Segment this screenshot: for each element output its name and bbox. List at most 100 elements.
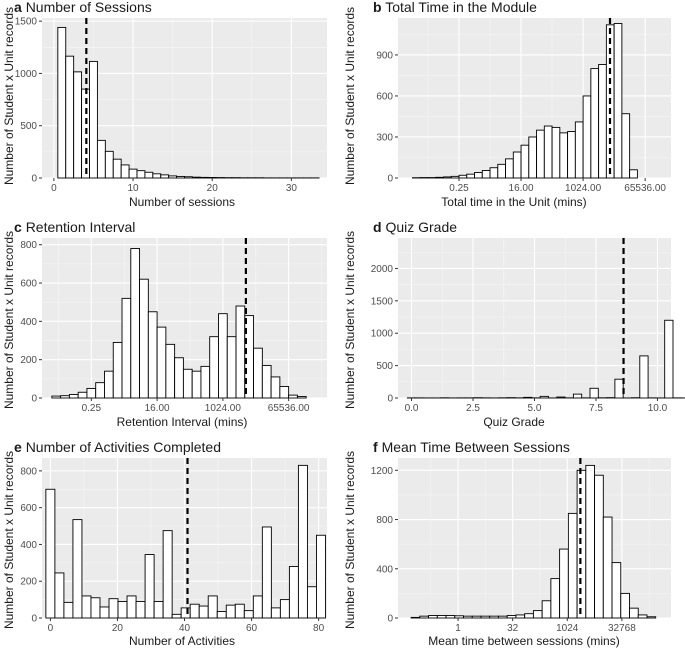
panel-d-xtick-label: 0.0 [405, 403, 419, 414]
panel-f-bar [436, 615, 447, 619]
panel-e-bar [261, 526, 272, 619]
panel-f-bar [611, 562, 622, 619]
panel-a-bar [73, 71, 83, 179]
panel-b-bar [574, 121, 584, 179]
panel-d-ytick-label: 500 [376, 361, 393, 372]
panel-f-plot-background [398, 458, 671, 618]
panel-f-bar [646, 616, 657, 619]
panel-f-bar [532, 610, 543, 619]
panel-d-bar [556, 396, 566, 399]
panel-f-bar [463, 615, 473, 619]
panel-b-xtick-label: 1024.00 [565, 183, 602, 194]
panel-a-bar [207, 177, 217, 179]
panel-a-bar [112, 158, 122, 179]
panel-c-ytick-label: 800 [20, 240, 37, 251]
panel-c-bar [95, 382, 105, 399]
panel-c-xtick-label: 16.00 [145, 403, 170, 414]
panel-f-bar [498, 615, 508, 619]
panel-e-bar [180, 607, 191, 619]
panel-a-bar [96, 139, 106, 179]
panel-e-bar [306, 586, 317, 619]
panel-f-bar [515, 614, 526, 619]
panel-f-bar [567, 512, 578, 619]
panel-e-bar [243, 610, 254, 619]
panel-e-bar [72, 519, 83, 619]
panel-f-bar [585, 464, 596, 619]
panel-b-bar [505, 158, 514, 179]
panel-b-bar [497, 163, 506, 179]
panel-d-xtick-label: 5.0 [528, 403, 542, 414]
panel-c-xlabel: Retention Interval (mins) [117, 415, 248, 429]
panel-d-ytick-label: 2000 [371, 264, 394, 275]
panel-e-title: Number of Activities Completed [26, 439, 221, 455]
panel-b-xtick-label: 65536.00 [624, 183, 666, 194]
panel-c-bar [288, 394, 298, 399]
panel-b-ticks: 0.25 16.00 1024.00 65536.00 0 300 600 900 [376, 50, 666, 194]
panel-b-bar [458, 174, 468, 179]
panel-b-bar [621, 113, 631, 179]
panel-b-bar [489, 167, 499, 179]
panel-e-bar [207, 595, 218, 619]
panel-b-bar [450, 175, 460, 179]
panel-e-bar [270, 607, 281, 619]
panel-c-bars [51, 248, 307, 399]
panel-c-bar [174, 357, 184, 399]
panel-c-bar [68, 394, 79, 399]
panel-a-bar [152, 173, 162, 179]
panel-e-xtick-label: 60 [246, 623, 258, 634]
panel-e-bar [90, 597, 101, 619]
panel-a-title: Number of Sessions [26, 0, 152, 15]
panel-e-ylabel: Number of Student x Unit records [2, 451, 16, 629]
panel-a-bar [160, 174, 170, 179]
panel-f: f Mean Time Between Sessions Mean time b… [343, 439, 671, 648]
panel-d-letter: d [373, 219, 382, 235]
panel-b-bar [543, 125, 553, 179]
panel-b-xtick-label: 0.25 [449, 183, 469, 194]
panel-c-title: Retention Interval [26, 219, 136, 235]
panel-e-bars [45, 464, 326, 619]
panel-a-bar [176, 175, 185, 179]
panel-c-xtick-label: 65536.00 [268, 403, 310, 414]
panel-d-ytick-label: 1000 [371, 329, 394, 340]
panel-d-ytick-label: 0 [387, 394, 393, 405]
panel-f-xtick-label: 32768 [608, 623, 636, 634]
panel-e-xtick-label: 40 [179, 623, 191, 634]
svg-text:e Number of Activities Complet: e Number of Activities Completed [14, 439, 221, 455]
panel-f-ylabel: Number of Student x Unit records [343, 451, 357, 629]
panel-e-bar [99, 606, 110, 619]
panel-f-ticks: 1 32 1024 32768 0 400 800 1200 [371, 466, 636, 634]
panel-b-xlabel: Total time in the Unit (mins) [441, 195, 586, 209]
panel-c-bar [209, 336, 219, 399]
panel-a-bar [57, 26, 67, 179]
panel-a-ytick-label: 1500 [15, 17, 38, 28]
panel-b-ylabel: Number of Student x Unit records [343, 7, 357, 185]
svg-text:d Quiz Grade: d Quiz Grade [373, 219, 457, 235]
panel-b-title: Total Time in the Module [385, 0, 537, 15]
panel-f-bar [594, 474, 604, 619]
panel-e-xtick-label: 20 [112, 623, 124, 634]
panel-d-ticks: 0.0 2.5 5.0 7.5 10.0 0 500 1000 1500 2000 [371, 264, 668, 414]
panel-f-bar [620, 592, 630, 619]
panel-f-bar [471, 615, 482, 619]
panel-e-bar [316, 534, 326, 619]
panel-f-bar [428, 615, 438, 619]
panel-b: b Total Time in the Module Total time in… [343, 0, 671, 209]
panel-f-title: Mean Time Between Sessions [382, 439, 570, 455]
panel-e-bar [63, 601, 74, 619]
panel-a-xlabel: Number of sessions [129, 195, 235, 209]
panel-b-xtick-label: 16.00 [509, 183, 534, 194]
panel-a-ytick-label: 1000 [15, 69, 38, 80]
panel-c-bar [77, 391, 88, 399]
panel-e-bar [126, 595, 137, 619]
panel-c-bar [218, 313, 228, 399]
panel-b-ytick-label: 300 [376, 132, 393, 143]
panel-e: e Number of Activities Completed Number … [2, 439, 327, 648]
panel-a-bar [120, 164, 130, 179]
panel-e-bar [288, 566, 299, 619]
panel-e-bar [216, 611, 227, 619]
panel-f-ytick-label: 800 [376, 515, 393, 526]
panel-f-bar [489, 615, 499, 619]
panel-d-bar [523, 396, 533, 399]
panel-d-ylabel: Number of Student x Unit records [343, 231, 357, 409]
